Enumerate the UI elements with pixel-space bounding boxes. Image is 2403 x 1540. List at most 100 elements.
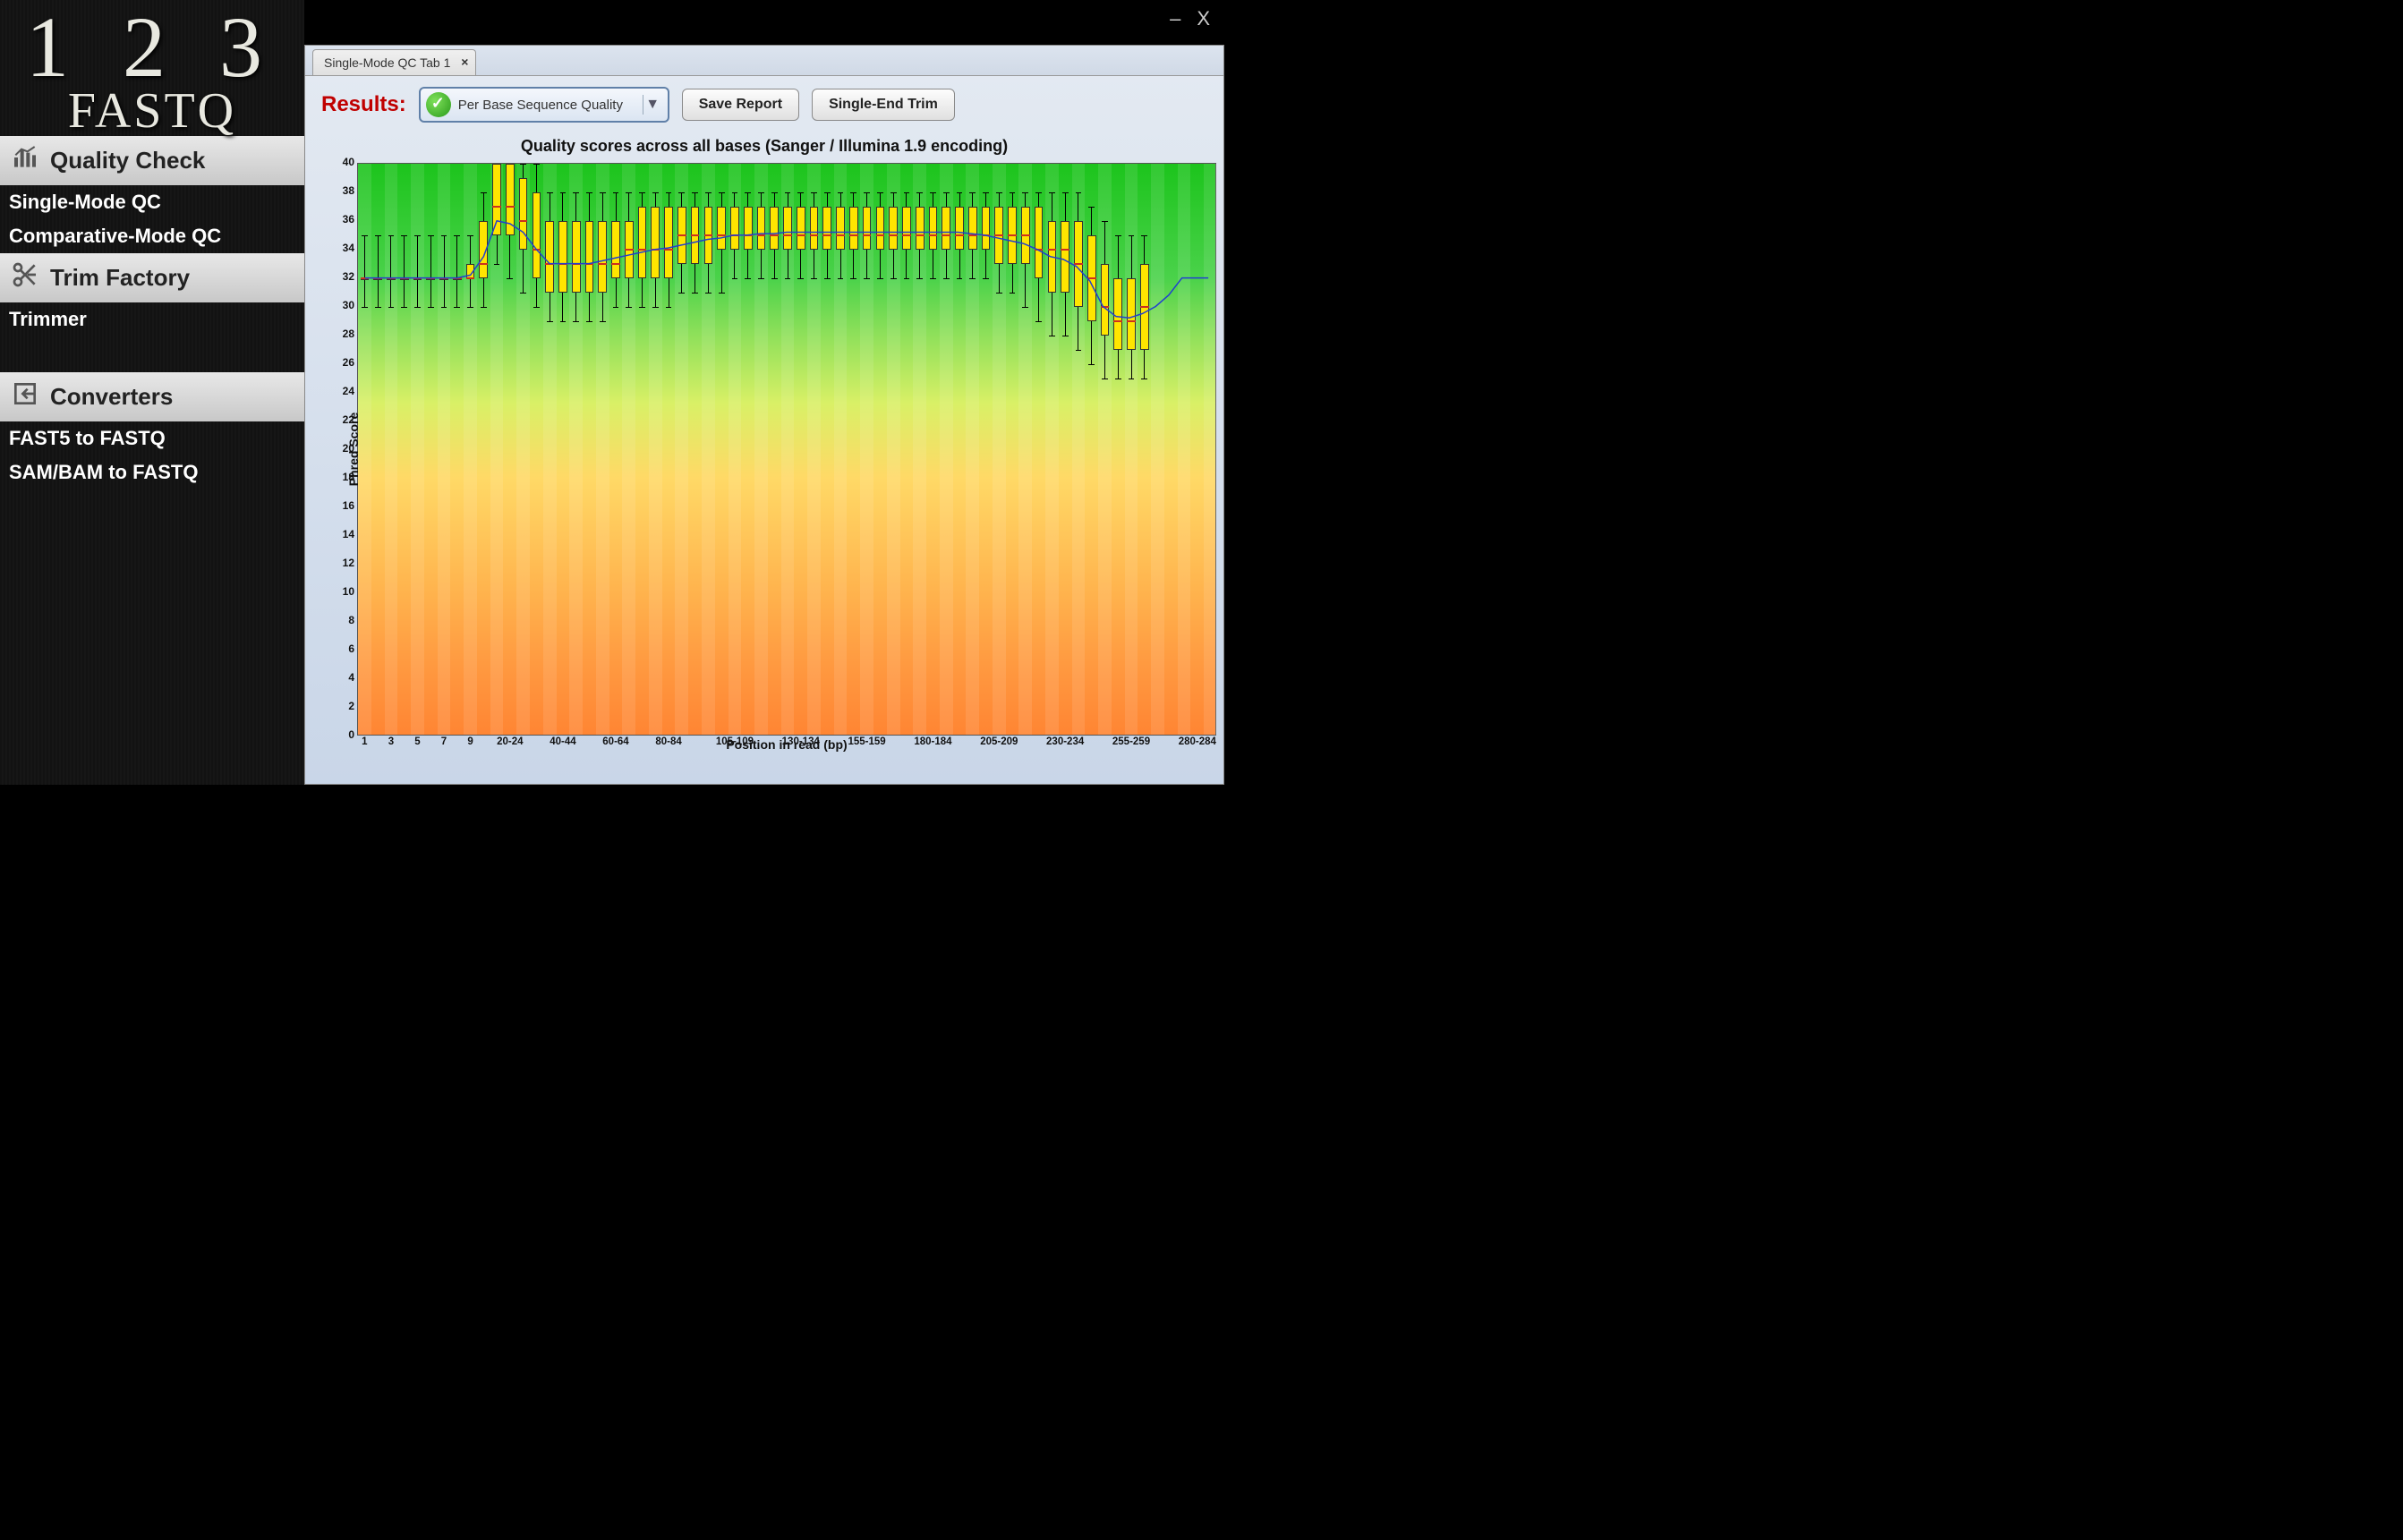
box-plot-column xyxy=(506,164,515,235)
box-plot-column xyxy=(585,221,594,293)
x-tick: 1 xyxy=(362,735,367,747)
logo-numbers: 1 2 3 xyxy=(9,9,295,86)
x-tick: 155-159 xyxy=(848,735,886,747)
box-plot-column xyxy=(651,207,660,278)
section-head-quality-check: Quality Check xyxy=(0,136,304,185)
metric-dropdown[interactable]: Per Base Sequence Quality ▼ xyxy=(419,87,669,123)
x-tick: 80-84 xyxy=(655,735,681,747)
chevron-down-icon: ▼ xyxy=(643,95,662,115)
x-tick: 205-209 xyxy=(980,735,1018,747)
y-tick: 0 xyxy=(333,728,358,741)
section-head-trim-factory: Trim Factory xyxy=(0,253,304,302)
box-plot-column xyxy=(744,207,753,250)
box-plot-column xyxy=(889,207,898,250)
app-logo: 1 2 3 FASTQ xyxy=(0,0,304,136)
y-tick: 38 xyxy=(333,184,358,197)
y-tick: 34 xyxy=(333,242,358,254)
box-plot-column xyxy=(466,264,475,278)
y-tick: 22 xyxy=(333,413,358,426)
box-plot-column xyxy=(968,207,977,250)
nav-item-fast5-to-fastq[interactable]: FAST5 to FASTQ xyxy=(0,421,304,455)
y-tick: 2 xyxy=(333,700,358,712)
scissors-icon xyxy=(11,260,39,295)
box-plot-column xyxy=(982,207,991,250)
y-tick: 14 xyxy=(333,528,358,540)
y-tick: 12 xyxy=(333,557,358,569)
box-plot-column xyxy=(519,178,528,250)
box-plot-column xyxy=(717,207,726,250)
box-plot-column xyxy=(730,207,739,250)
y-tick: 18 xyxy=(333,471,358,483)
box-plot-column xyxy=(902,207,911,250)
save-report-button[interactable]: Save Report xyxy=(682,89,799,121)
y-tick: 10 xyxy=(333,585,358,598)
x-tick: 180-184 xyxy=(914,735,951,747)
nav-item-trimmer[interactable]: Trimmer xyxy=(0,302,304,336)
y-tick: 20 xyxy=(333,442,358,455)
box-plot-column xyxy=(1113,278,1122,350)
box-plot-column xyxy=(1048,221,1057,293)
y-tick: 40 xyxy=(333,156,358,168)
x-tick: 9 xyxy=(467,735,473,747)
toolbar: Results: Per Base Sequence Quality ▼ Sav… xyxy=(305,76,1223,133)
tab-close-icon[interactable]: × xyxy=(461,55,468,69)
box-plot-column xyxy=(611,221,620,278)
y-tick: 36 xyxy=(333,213,358,225)
x-tick: 130-134 xyxy=(782,735,820,747)
sidebar: 1 2 3 FASTQ Quality CheckSingle-Mode QCC… xyxy=(0,0,304,785)
x-tick: 5 xyxy=(414,735,420,747)
box-plot-column xyxy=(492,164,501,235)
box-plot-column xyxy=(929,207,938,250)
nav-item-single-mode-qc[interactable]: Single-Mode QC xyxy=(0,185,304,219)
box-plot-column xyxy=(863,207,872,250)
minimize-button[interactable]: – xyxy=(1170,7,1180,29)
y-tick: 6 xyxy=(333,642,358,655)
import-icon xyxy=(11,379,39,414)
box-plot-column xyxy=(664,207,673,278)
tab-bar: Single-Mode QC Tab 1 × xyxy=(305,46,1223,76)
x-tick: 20-24 xyxy=(497,735,523,747)
box-plot-column xyxy=(770,207,779,250)
x-tick: 280-284 xyxy=(1179,735,1216,747)
y-tick: 32 xyxy=(333,270,358,283)
box-plot-column xyxy=(479,221,488,278)
single-end-trim-button[interactable]: Single-End Trim xyxy=(812,89,955,121)
quality-chart: Phred Score 0246810121416182022242628303… xyxy=(357,163,1216,736)
box-plot-column xyxy=(638,207,647,278)
box-plot-column xyxy=(822,207,831,250)
close-button[interactable]: X xyxy=(1197,7,1210,29)
y-tick: 30 xyxy=(333,299,358,311)
box-plot-column xyxy=(1061,221,1069,293)
box-plot-column xyxy=(545,221,554,293)
box-plot-column xyxy=(942,207,950,250)
box-plot-column xyxy=(1101,264,1110,336)
x-tick: 3 xyxy=(388,735,394,747)
nav-item-comparative-mode-qc[interactable]: Comparative-Mode QC xyxy=(0,219,304,253)
box-plot-column xyxy=(916,207,925,250)
box-plot-column xyxy=(876,207,885,250)
box-plot-column xyxy=(1127,278,1136,350)
x-tick: 7 xyxy=(441,735,447,747)
check-icon xyxy=(426,92,451,117)
x-tick: 60-64 xyxy=(602,735,628,747)
box-plot-column xyxy=(849,207,858,250)
chart-title: Quality scores across all bases (Sanger … xyxy=(323,137,1206,156)
y-tick: 16 xyxy=(333,499,358,512)
section-head-converters: Converters xyxy=(0,372,304,421)
box-plot-column xyxy=(836,207,845,250)
box-plot-column xyxy=(783,207,792,250)
section-title: Trim Factory xyxy=(50,264,190,292)
box-plot-column xyxy=(1035,207,1044,278)
results-label: Results: xyxy=(321,92,406,117)
box-plot-column xyxy=(572,221,581,293)
nav-item-sam-bam-to-fastq[interactable]: SAM/BAM to FASTQ xyxy=(0,455,304,489)
x-tick: 230-234 xyxy=(1046,735,1084,747)
dropdown-text: Per Base Sequence Quality xyxy=(458,98,635,113)
y-tick: 8 xyxy=(333,614,358,626)
box-plot-column xyxy=(810,207,819,250)
bar-chart-icon xyxy=(11,143,39,178)
tab-single-mode-qc[interactable]: Single-Mode QC Tab 1 × xyxy=(312,49,476,75)
y-tick: 26 xyxy=(333,356,358,369)
x-tick: 40-44 xyxy=(550,735,575,747)
box-plot-column xyxy=(757,207,766,250)
